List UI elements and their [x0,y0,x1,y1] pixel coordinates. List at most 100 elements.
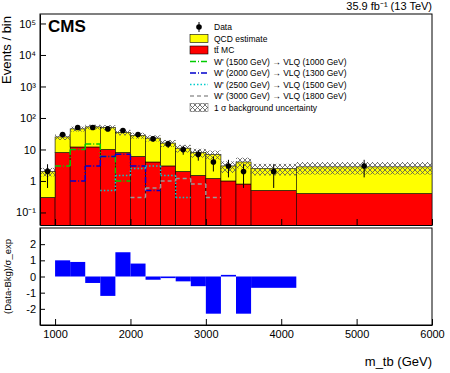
ratio-bar [296,276,432,277]
legend-entry: Data [196,22,232,32]
ratio-bar [130,264,145,277]
tick-label: 3000 [194,328,218,340]
data-point [120,128,126,134]
tick-label: 10⁻¹ [16,206,36,218]
hist-bar [100,149,115,225]
data-point [271,169,277,175]
data-point [135,132,141,138]
tick-mark [206,219,207,225]
data-point [196,152,202,158]
signal-riser [115,156,117,181]
hist-bar [115,153,130,225]
plot-area [55,252,296,313]
tick-label: 2 [30,238,36,250]
y-axis-title: (Data-Bkg)/σ_exp [2,239,13,314]
signal-riser [160,181,162,188]
tick-mark [55,319,56,325]
chart-container: 10⁻¹11010²10³10⁴10⁵35.9 fb⁻¹ (13 TeV)CMS… [0,0,450,373]
tick-mark [432,319,433,325]
legend-label: W' (3000 GeV) → VLQ (1800 GeV) [214,91,347,101]
legend-label: 1 σ background uncertainty [214,103,318,113]
legend-entry: W' (3000 GeV) → VLQ (1800 GeV) [190,91,347,101]
tick: 10⁴ [19,49,46,61]
tick-mark [40,181,46,182]
tick: 4000 [269,319,293,340]
ratio-bar [55,260,70,276]
plot-area [40,125,432,225]
tick-mark [130,219,131,225]
ratio-bar [251,277,296,288]
uncertainty-band [85,125,100,130]
signal-step [146,165,161,167]
signal-riser [160,166,162,175]
tick-mark [40,212,46,213]
data-point [45,169,51,175]
signal-step [146,187,161,189]
signal-step [130,168,145,170]
legend-entry: 1 σ background uncertainty [190,103,318,113]
y-axis: -2-1012 [26,229,45,326]
x-axis-title: m_tb (GeV) [365,354,432,369]
tick-mark [357,219,358,225]
error-bar [47,164,48,188]
tick-label: 10⁴ [19,49,36,61]
hist-bar [206,178,221,225]
signal-riser [205,184,207,197]
signal-step [130,165,145,167]
tick: 10³ [20,80,46,92]
tick-label: 10² [20,112,36,124]
hist-bar [236,184,251,225]
axis-line [41,225,433,226]
signal-riser [190,178,192,184]
x-axis: 100020003000400050006000 [41,319,445,340]
data-point [90,125,96,131]
tick-label: 1 [30,254,36,266]
tick-mark [40,86,46,87]
tick-mark [40,260,45,261]
signal-riser [100,156,102,165]
tick: 0 [30,271,45,283]
data-point [150,136,156,142]
ratio-bar [236,277,251,314]
legend-swatch [190,35,208,43]
tick-mark [40,277,45,278]
signal-riser [69,149,71,165]
tick: 10² [20,112,46,124]
data-point [165,141,171,147]
tick-mark [40,55,46,56]
tick-mark [130,319,131,325]
y-axis: 10⁻¹11010²10³10⁴10⁵ [16,15,46,226]
legend-swatch [190,61,208,63]
signal-step [191,183,206,185]
signal-step [130,197,145,199]
data-point [226,163,232,169]
signal-step [55,165,70,167]
uncertainty-band [146,135,161,141]
error-bar [243,164,244,188]
signal-step [161,180,176,182]
tick [55,219,56,225]
hist-bar [296,194,432,225]
data-point [180,147,186,153]
tick-mark [432,219,433,225]
tick-label: 4000 [269,328,293,340]
x-axis [41,219,433,226]
legend-label: Data [214,22,232,32]
tick-label: 0 [30,271,36,283]
legend-label: QCD estimate [214,34,268,44]
data-point [60,132,66,138]
legend-label: W' (1500 GeV) → VLQ (1000 GeV) [214,57,347,67]
legend: DataQCD estimatett̄ MCW' (1500 GeV) → VL… [190,22,347,113]
hist-bar [70,129,85,147]
tick-mark [357,319,358,325]
signal-riser [84,166,86,181]
hist-bar [221,181,236,225]
tick [281,219,282,225]
ratio-bar [115,252,130,276]
tick [432,219,433,225]
legend-label: W' (2000 GeV) → VLQ (1300 GeV) [214,68,347,78]
tick: 2000 [119,319,143,340]
ratio-bar [146,277,161,280]
tick-mark [40,309,45,310]
signal-step [70,180,85,182]
